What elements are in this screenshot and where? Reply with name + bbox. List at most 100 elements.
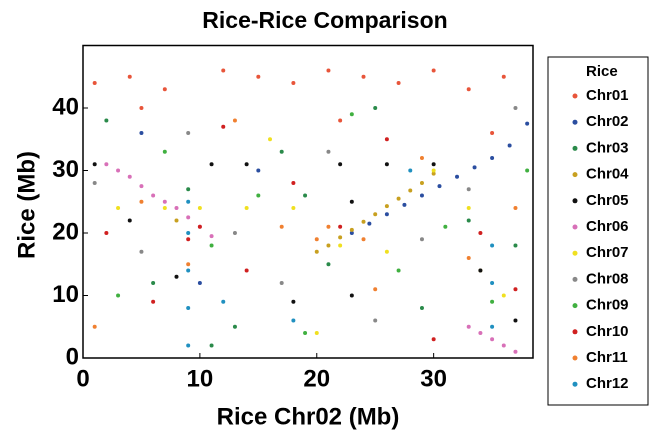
point [186, 215, 191, 220]
point [396, 196, 401, 201]
point [338, 224, 343, 229]
point [384, 204, 389, 209]
point [326, 262, 331, 267]
point [513, 206, 518, 210]
legend-label: Chr04 [586, 166, 629, 183]
point [92, 324, 97, 329]
point [291, 181, 296, 185]
point [419, 181, 424, 185]
y-tick-label: 10 [52, 281, 79, 308]
point [367, 221, 372, 226]
legend-marker [572, 145, 578, 151]
point [466, 256, 471, 260]
point [162, 206, 167, 210]
y-tick-label: 40 [52, 93, 79, 120]
point [232, 118, 237, 123]
point [490, 337, 495, 342]
point [349, 231, 354, 235]
point [127, 218, 132, 223]
point [443, 224, 448, 229]
point [396, 81, 401, 85]
point [291, 299, 296, 304]
point [472, 165, 477, 170]
point [338, 243, 343, 248]
point [268, 137, 273, 142]
legend-label: Chr05 [586, 192, 629, 209]
x-tick-label: 0 [76, 365, 89, 392]
point [244, 162, 249, 167]
point [431, 171, 436, 176]
point [326, 68, 331, 73]
point [174, 274, 179, 279]
point [139, 184, 144, 189]
point [104, 231, 109, 235]
point [232, 231, 237, 235]
point [174, 206, 179, 210]
point [361, 219, 366, 224]
point [419, 306, 424, 310]
plot-frame [82, 44, 534, 359]
point [349, 293, 354, 298]
point [525, 168, 530, 173]
legend-marker [572, 250, 578, 256]
point [139, 106, 144, 110]
point [466, 87, 471, 92]
point [490, 131, 495, 135]
y-tick-label: 0 [66, 343, 79, 370]
point [186, 343, 191, 348]
point [431, 68, 436, 73]
point [174, 218, 179, 223]
point [466, 324, 471, 329]
point [384, 137, 389, 142]
point [437, 184, 442, 189]
point [279, 281, 284, 285]
point [291, 206, 296, 210]
point [151, 281, 156, 285]
point [326, 243, 331, 248]
point [419, 237, 424, 242]
point [186, 262, 191, 267]
point [490, 156, 495, 160]
point [384, 249, 389, 254]
legend-marker [572, 276, 578, 282]
point [419, 156, 424, 160]
point [513, 287, 518, 292]
legend-label: Chr01 [586, 87, 629, 104]
legend-label: Chr08 [586, 270, 629, 287]
legend-label: Chr11 [586, 349, 628, 366]
point [431, 162, 436, 167]
x-tick-label: 30 [420, 365, 447, 392]
point [326, 149, 331, 154]
legend-marker [572, 329, 578, 335]
point [478, 331, 483, 335]
point [104, 162, 109, 167]
point [232, 324, 237, 329]
legend-label: Chr10 [586, 323, 629, 340]
y-tick-label: 20 [52, 218, 79, 245]
point [525, 121, 530, 126]
point [256, 168, 261, 173]
point [151, 193, 156, 198]
legend-marker [572, 303, 578, 309]
point [256, 193, 261, 198]
point [361, 74, 366, 79]
point [116, 168, 121, 173]
y-tick-label: 30 [52, 156, 79, 183]
point [513, 318, 518, 323]
point [419, 193, 424, 198]
legend-title: Rice [586, 63, 618, 80]
y-axis-label: Rice (Mb) [13, 151, 40, 259]
legend-label: Chr12 [586, 375, 629, 392]
point [373, 106, 378, 110]
point [197, 206, 202, 210]
point [373, 318, 378, 323]
chart-title: Rice-Rice Comparison [202, 7, 447, 33]
point [478, 231, 483, 235]
point [186, 131, 191, 135]
point [197, 224, 202, 229]
point [408, 188, 413, 193]
legend-marker [572, 381, 578, 387]
legend-box [547, 56, 649, 406]
